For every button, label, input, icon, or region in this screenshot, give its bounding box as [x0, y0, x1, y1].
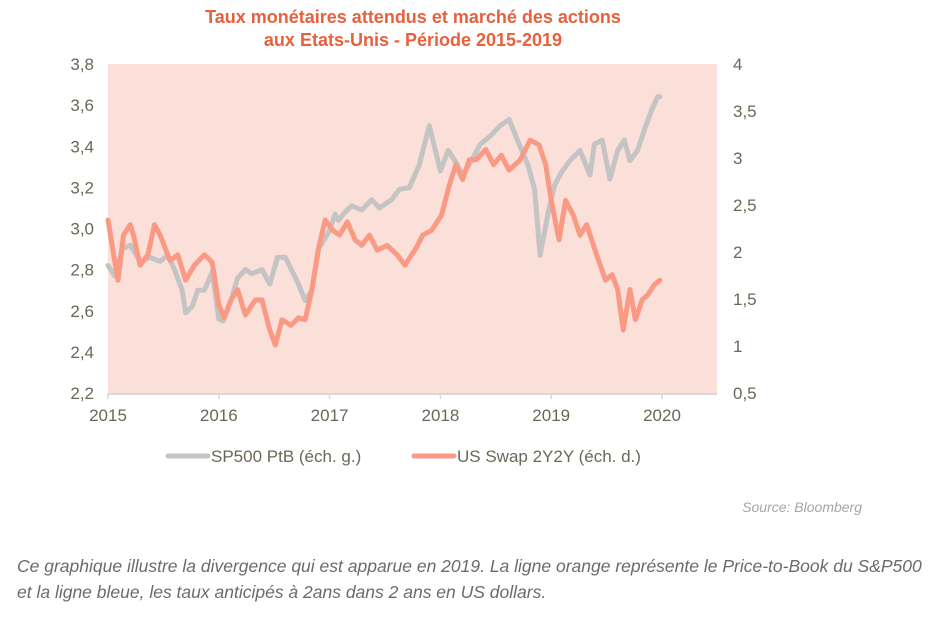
y-right-tick-label: 4	[733, 55, 742, 74]
chart-title: Taux monétaires attendus et marché des a…	[0, 6, 826, 52]
y-right-tick-label: 0,5	[733, 384, 757, 403]
source-note: Source: Bloomberg	[742, 499, 862, 515]
legend-label: US Swap 2Y2Y (éch. d.)	[457, 447, 641, 466]
y-right-tick-label: 3,5	[733, 102, 757, 121]
legend-item: US Swap 2Y2Y (éch. d.)	[411, 447, 641, 466]
y-right-tick-label: 2	[733, 243, 742, 262]
legend-item: SP500 PtB (éch. g.)	[165, 447, 361, 466]
x-tick-label: 2016	[200, 406, 238, 425]
x-axis: 2015 2016 2017 2018 2019 2020	[89, 393, 681, 425]
y-right-tick-label: 1,5	[733, 290, 757, 309]
y-left-tick-label: 3,4	[70, 137, 94, 156]
x-tick-label: 2015	[89, 406, 127, 425]
plot-area	[108, 64, 717, 393]
y-left-tick-label: 3,2	[70, 178, 94, 197]
y-axis-right: 0,5 1 1,5 2 2,5 3 3,5 4	[733, 55, 757, 403]
y-right-tick-label: 3	[733, 149, 742, 168]
x-tick-label: 2018	[421, 406, 459, 425]
y-axis-left: 2,2 2,4 2,6 2,8 3,0 3,2 3,4 3,6 3,8	[70, 55, 94, 403]
chart: 2015 2016 2017 2018 2019 2020 2,2 2,4 2,6 2,8 3,0…	[70, 55, 757, 466]
y-left-tick-label: 2,4	[70, 343, 94, 362]
y-right-tick-label: 1	[733, 337, 742, 356]
y-left-tick-label: 3,8	[70, 55, 94, 74]
y-left-tick-label: 3,0	[70, 220, 94, 239]
legend: SP500 PtB (éch. g.) US Swap 2Y2Y (éch. d.…	[165, 447, 641, 466]
series-line-us-swap-2y2y	[105, 137, 663, 348]
y-left-tick-label: 2,6	[70, 302, 94, 321]
y-right-tick-label: 2,5	[733, 196, 757, 215]
y-left-tick-label: 3,6	[70, 96, 94, 115]
y-left-tick-label: 2,8	[70, 261, 94, 280]
x-tick-label: 2020	[643, 406, 681, 425]
series-group	[105, 94, 663, 348]
legend-label: SP500 PtB (éch. g.)	[211, 447, 361, 466]
caption: Ce graphique illustre la divergence qui …	[17, 556, 922, 602]
y-left-tick-label: 2,2	[70, 384, 94, 403]
x-tick-label: 2019	[532, 406, 570, 425]
chart-title-line-1: Taux monétaires attendus et marché des a…	[205, 7, 621, 27]
series-line-sp500-ptb	[105, 94, 663, 324]
x-tick-label: 2017	[311, 406, 349, 425]
chart-title-line-2: aux Etats-Unis - Période 2015-2019	[263, 30, 563, 50]
